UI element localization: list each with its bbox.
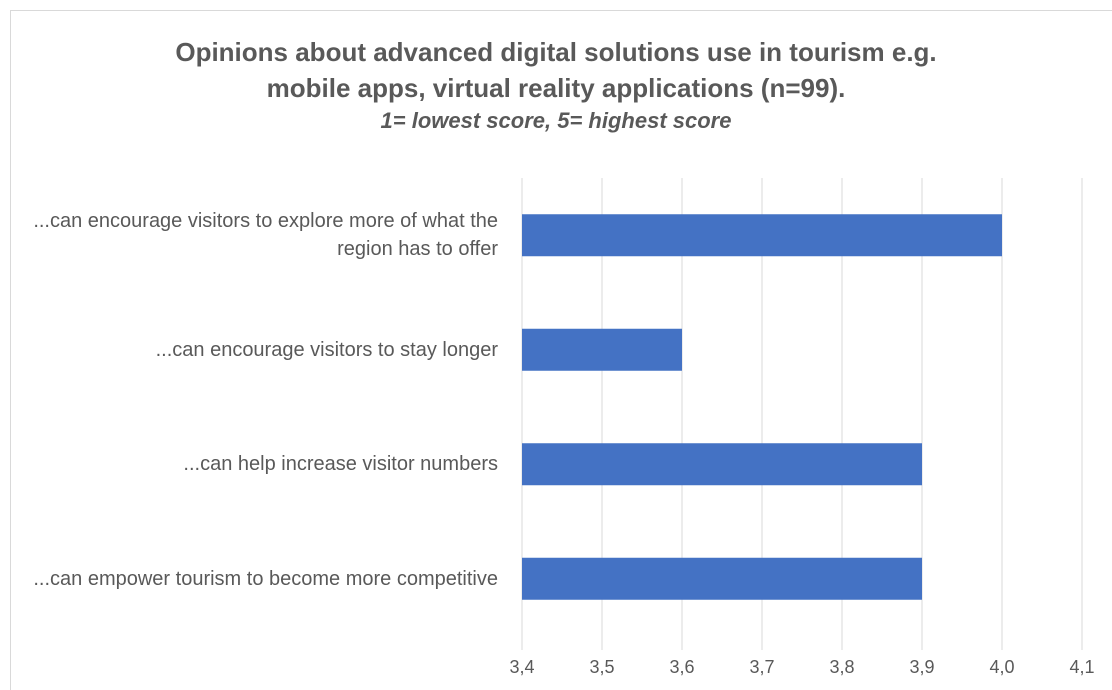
- category-label: ...can encourage visitors to explore mor…: [33, 210, 498, 261]
- x-tick-label: 3,4: [509, 657, 534, 677]
- chart-title: Opinions about advanced digital solution…: [175, 37, 937, 103]
- category-label: ...can empower tourism to become more co…: [33, 567, 498, 590]
- x-tick-label: 3,8: [829, 657, 854, 677]
- category-label: ...can help increase visitor numbers: [183, 453, 498, 476]
- x-tick-label: 3,6: [669, 657, 694, 677]
- x-tick-label: 4,1: [1069, 657, 1094, 677]
- x-tick-label: 3,9: [909, 657, 934, 677]
- bar: [522, 214, 1002, 257]
- bar: [522, 443, 922, 486]
- x-tick-label: 4,0: [989, 657, 1014, 677]
- x-tick-label: 3,7: [749, 657, 774, 677]
- x-tick-label: 3,5: [589, 657, 614, 677]
- chart-border: [10, 10, 1112, 690]
- category-label: ...can encourage visitors to stay longer: [155, 338, 498, 361]
- chart-subtitle: 1= lowest score, 5= highest score: [380, 108, 732, 133]
- bar: [522, 557, 922, 600]
- bar: [522, 328, 682, 371]
